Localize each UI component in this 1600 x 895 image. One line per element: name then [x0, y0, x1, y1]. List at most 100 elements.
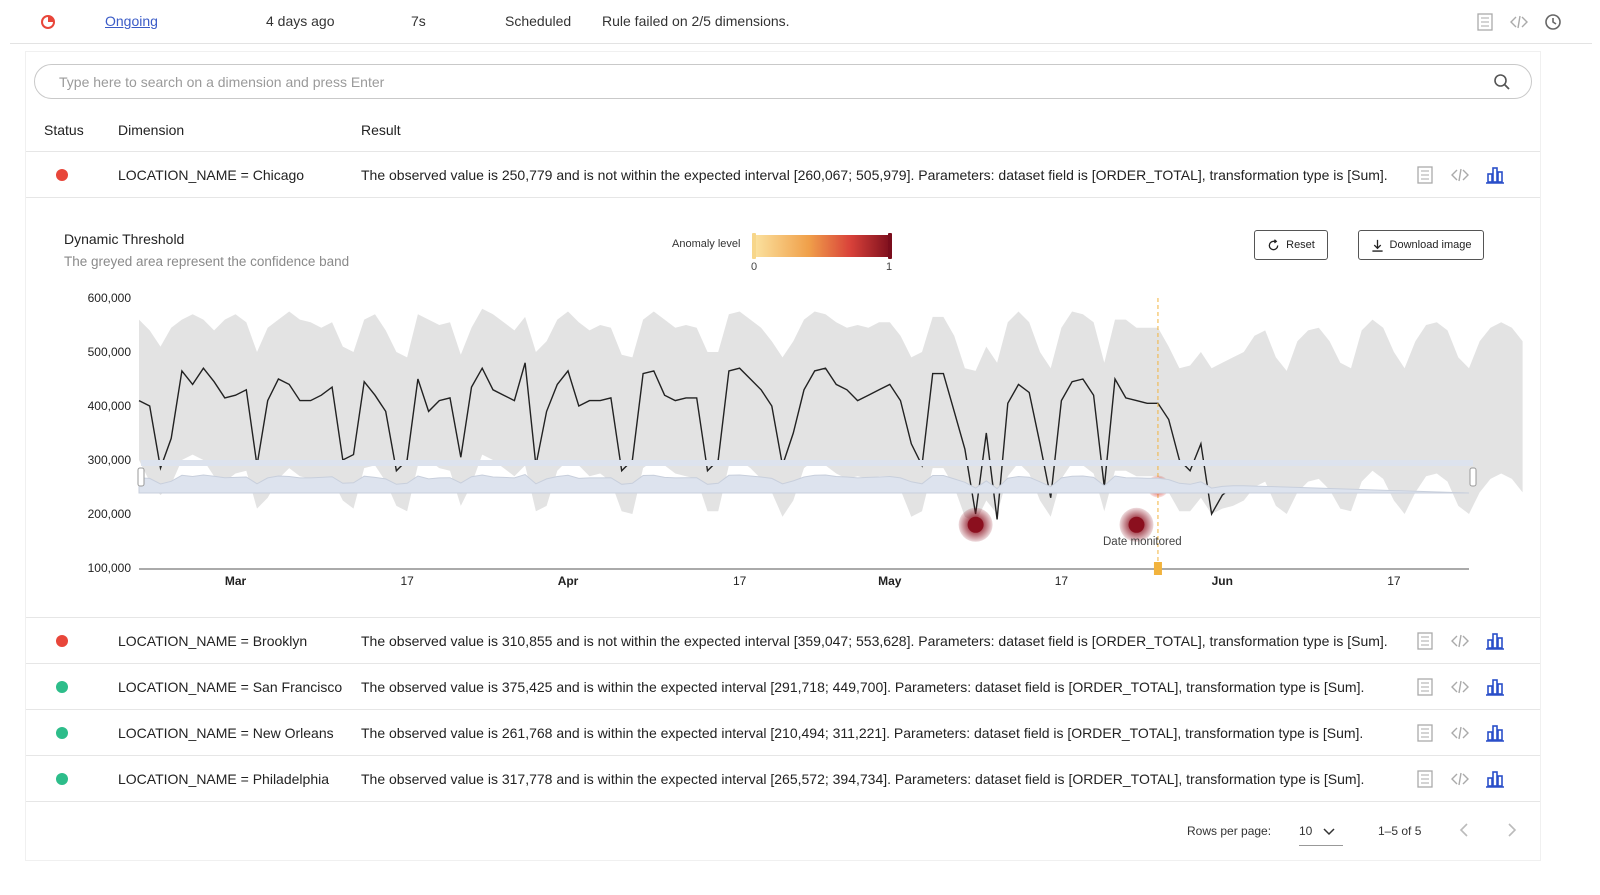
report-icon[interactable] [1414, 630, 1436, 652]
monitored-date-handle[interactable] [1153, 562, 1162, 575]
navigator-scrollbar[interactable] [141, 460, 1473, 466]
row-actions [1414, 630, 1506, 652]
download-icon [1371, 239, 1383, 252]
dimension-cell: LOCATION_NAME = New Orleans [118, 725, 334, 741]
y-tick-label: 300,000 [88, 453, 132, 467]
y-tick-label: 600,000 [88, 291, 132, 305]
confidence-band [139, 308, 1523, 523]
status-dot [56, 681, 68, 693]
x-tick-label: May [878, 574, 902, 588]
run-duration: 7s [411, 13, 426, 29]
status-column-header: Status [44, 122, 84, 138]
rows-per-page-select[interactable]: 10 [1299, 816, 1343, 846]
x-tick-label: Apr [558, 574, 579, 588]
result-cell: The observed value is 375,425 and is wit… [361, 679, 1365, 695]
code-icon[interactable] [1449, 164, 1471, 186]
table-row[interactable]: LOCATION_NAME = Philadelphia The observe… [26, 756, 1540, 802]
row-actions [1414, 768, 1506, 790]
dimension-column-header: Dimension [118, 122, 185, 138]
rows-per-page-label: Rows per page: [1187, 824, 1272, 838]
chevron-right-icon [1508, 823, 1517, 837]
anomaly-point[interactable] [967, 516, 984, 533]
result-cell: The observed value is 250,779 and is not… [361, 167, 1388, 183]
search-input[interactable] [57, 72, 1457, 92]
search-icon[interactable] [1493, 73, 1511, 91]
dimension-cell: LOCATION_NAME = Chicago [118, 167, 305, 183]
history-clock-icon[interactable] [1542, 11, 1564, 33]
status-dot [56, 169, 68, 181]
table-row[interactable]: LOCATION_NAME = Brooklyn The observed va… [26, 618, 1540, 664]
run-summary-bar: Ongoing 4 days ago 7s Scheduled Rule fai… [10, 0, 1592, 44]
download-label: Download image [1389, 239, 1472, 251]
row-actions [1414, 164, 1506, 186]
dimension-cell: LOCATION_NAME = Philadelphia [118, 771, 329, 787]
chart-title: Dynamic Threshold [64, 231, 185, 247]
chart-icon[interactable] [1484, 676, 1506, 698]
anomaly-gradient-bar [753, 235, 892, 257]
previous-page-button[interactable] [1456, 822, 1472, 841]
y-tick-label: 100,000 [88, 561, 132, 575]
code-icon[interactable] [1449, 630, 1471, 652]
table-row[interactable]: LOCATION_NAME = Chicago The observed val… [26, 152, 1540, 198]
table-row[interactable]: LOCATION_NAME = New Orleans The observed… [26, 710, 1540, 756]
download-image-button[interactable]: Download image [1358, 230, 1484, 260]
anomaly-legend-label: Anomaly level [672, 238, 741, 250]
chevron-down-icon [1323, 827, 1335, 835]
code-icon[interactable] [1449, 676, 1471, 698]
x-tick-label: Mar [225, 574, 247, 588]
chart-icon[interactable] [1484, 768, 1506, 790]
run-status-link[interactable]: Ongoing [105, 13, 158, 29]
run-trigger: Scheduled [505, 13, 572, 29]
report-icon[interactable] [1414, 768, 1436, 790]
result-cell: The observed value is 310,855 and is not… [361, 633, 1388, 649]
report-icon[interactable] [1414, 164, 1436, 186]
report-icon[interactable] [1414, 676, 1436, 698]
chart-icon[interactable] [1484, 164, 1506, 186]
y-tick-label: 500,000 [88, 345, 132, 359]
chart-subtitle: The greyed area represent the confidence… [64, 254, 350, 269]
chart-icon[interactable] [1484, 722, 1506, 744]
reset-icon [1268, 238, 1279, 250]
table-header: Status Dimension Result [26, 110, 1540, 152]
observed-series-line [138, 362, 1244, 520]
reset-label: Reset [1286, 239, 1315, 251]
failed-status-icon [40, 14, 56, 30]
result-cell: The observed value is 317,778 and is wit… [361, 771, 1365, 787]
reset-button[interactable]: Reset [1254, 230, 1328, 260]
anomaly-min-handle[interactable] [752, 233, 756, 259]
navigator-left-handle[interactable] [137, 467, 145, 487]
code-icon[interactable] [1449, 768, 1471, 790]
pagination-footer: Rows per page: 10 1–5 of 5 [26, 804, 1540, 860]
dynamic-threshold-chart: 600,000 500,000 400,000 300,000 200,000 100,0… [88, 233, 1523, 588]
results-card: Status Dimension Result LOCATION_NAME = … [26, 52, 1540, 860]
search-bar [34, 64, 1532, 99]
x-tick-label: 17 [400, 574, 414, 588]
anomaly-max-handle[interactable] [888, 233, 892, 259]
pagination-range: 1–5 of 5 [1378, 824, 1422, 838]
code-icon[interactable] [1508, 11, 1530, 33]
table-row[interactable]: LOCATION_NAME = San Francisco The observ… [26, 664, 1540, 710]
anomaly-point[interactable] [1128, 516, 1145, 533]
run-time-ago: 4 days ago [266, 13, 335, 29]
status-dot [56, 727, 68, 739]
next-page-button[interactable] [1504, 822, 1520, 841]
chart-icon[interactable] [1484, 630, 1506, 652]
anomaly-legend-max: 1 [886, 261, 893, 273]
result-cell: The observed value is 261,768 and is wit… [361, 725, 1364, 741]
x-tick-label: 17 [1387, 574, 1401, 588]
report-icon[interactable] [1474, 11, 1496, 33]
status-dot [56, 635, 68, 647]
anomaly-legend-min: 0 [751, 261, 758, 273]
code-icon[interactable] [1449, 722, 1471, 744]
y-tick-label: 200,000 [88, 507, 132, 521]
x-tick-label: 17 [733, 574, 747, 588]
x-tick-label: Jun [1212, 574, 1233, 588]
navigator-right-handle[interactable] [1469, 467, 1477, 487]
report-icon[interactable] [1414, 722, 1436, 744]
result-column-header: Result [361, 122, 401, 138]
chevron-left-icon [1459, 823, 1468, 837]
run-actions [1474, 11, 1564, 33]
dimension-cell: LOCATION_NAME = Brooklyn [118, 633, 308, 649]
row-actions [1414, 722, 1506, 744]
x-tick-label: 17 [1055, 574, 1069, 588]
